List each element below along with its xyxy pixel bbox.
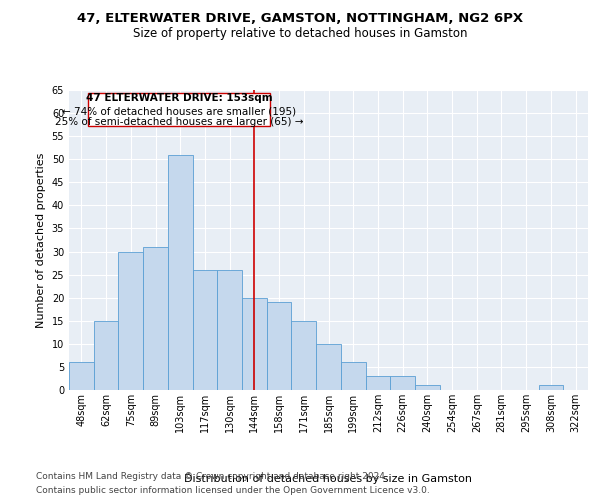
Bar [143,247,168,390]
Y-axis label: Number of detached properties: Number of detached properties [36,152,46,328]
Bar [390,376,415,390]
Bar [341,362,365,390]
Bar [365,376,390,390]
Text: 25% of semi-detached houses are larger (65) →: 25% of semi-detached houses are larger (… [55,118,303,128]
Bar [193,270,217,390]
Text: 47 ELTERWATER DRIVE: 153sqm: 47 ELTERWATER DRIVE: 153sqm [86,94,272,104]
Bar [118,252,143,390]
Text: Contains public sector information licensed under the Open Government Licence v3: Contains public sector information licen… [36,486,430,495]
Text: 47, ELTERWATER DRIVE, GAMSTON, NOTTINGHAM, NG2 6PX: 47, ELTERWATER DRIVE, GAMSTON, NOTTINGHA… [77,12,523,26]
Bar [316,344,341,390]
Bar [267,302,292,390]
Bar [168,154,193,390]
Bar [217,270,242,390]
X-axis label: Distribution of detached houses by size in Gamston: Distribution of detached houses by size … [185,474,473,484]
Bar [415,386,440,390]
Text: Contains HM Land Registry data © Crown copyright and database right 2024.: Contains HM Land Registry data © Crown c… [36,472,388,481]
Text: Size of property relative to detached houses in Gamston: Size of property relative to detached ho… [133,28,467,40]
Bar [69,362,94,390]
Bar [539,386,563,390]
FancyBboxPatch shape [88,93,271,126]
Bar [292,321,316,390]
Bar [94,321,118,390]
Bar [242,298,267,390]
Text: ← 74% of detached houses are smaller (195): ← 74% of detached houses are smaller (19… [62,106,296,116]
